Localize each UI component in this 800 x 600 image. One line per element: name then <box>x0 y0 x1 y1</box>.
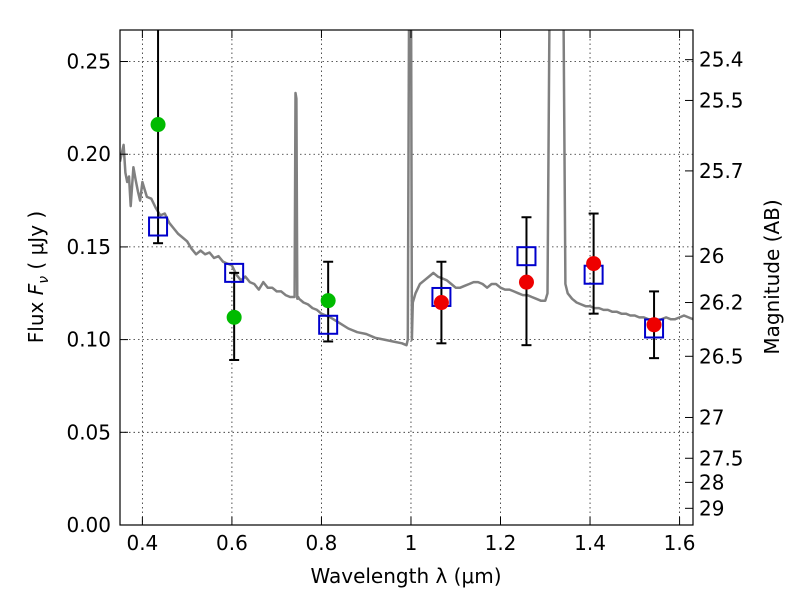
red-point <box>518 274 534 290</box>
y-axis-title-suffix: ( μJy ) <box>24 211 48 276</box>
x-tick-label: 0.8 <box>306 531 338 555</box>
model-squares <box>148 216 665 339</box>
red-point <box>646 317 662 333</box>
x-tick-label: 1.6 <box>664 531 696 555</box>
y-axis-title: Flux Fν ( μJy ) <box>24 211 52 343</box>
model-square <box>516 246 537 267</box>
y-tick-labels: 0.00 0.05 0.10 0.15 0.20 0.25 <box>66 50 111 537</box>
x-tick-label: 1.4 <box>574 531 606 555</box>
magnitude-tick-label: 28 <box>699 470 724 494</box>
magnitude-tick-label: 27.5 <box>699 446 744 470</box>
y-tick-label: 0.00 <box>66 513 111 537</box>
y-tick-label: 0.25 <box>66 50 111 74</box>
y-axis-title-prefix: Flux <box>24 295 48 343</box>
magnitude-tick-label: 25.5 <box>699 88 744 112</box>
y-axis-title-subscript: ν <box>36 276 52 284</box>
y-tick-label: 0.10 <box>66 328 111 352</box>
x-tick-label: 0.6 <box>216 531 248 555</box>
model-square <box>224 262 245 283</box>
data-marks <box>120 30 693 361</box>
magnitude-tick-label: 26.5 <box>699 344 744 368</box>
magnitude-tick-label: 26.2 <box>699 291 744 315</box>
error-bars <box>153 30 660 361</box>
magnitude-tick-label: 25.4 <box>699 48 744 72</box>
magnitude-tick-label: 25.7 <box>699 159 744 183</box>
red-point <box>586 256 602 272</box>
magnitude-tick-label: 26 <box>699 244 724 268</box>
x-tick-label: 1.2 <box>485 531 517 555</box>
y2-axis-title: Magnitude (AB) <box>760 199 784 354</box>
y-tick-label: 0.15 <box>66 235 111 259</box>
observed-points <box>150 117 662 333</box>
plot-frame <box>119 29 694 526</box>
x-tick-label: 0.4 <box>126 531 158 555</box>
y-tick-label: 0.05 <box>66 420 111 444</box>
green-point <box>226 309 242 325</box>
red-point <box>433 295 449 311</box>
magnitude-tick-label: 27 <box>699 405 724 429</box>
model-square <box>318 314 339 335</box>
x-axis-title: Wavelength λ (μm) <box>310 564 501 588</box>
plot-area <box>120 30 693 525</box>
x-tick-labels: 0.4 0.6 0.8 1 1.2 1.4 1.6 <box>126 531 695 555</box>
green-point <box>320 293 336 309</box>
model-square <box>148 216 169 237</box>
x-tick-label: 1 <box>405 531 418 555</box>
axis-ticks <box>120 30 693 526</box>
y-tick-label: 0.20 <box>66 142 111 166</box>
y-axis-title-symbol: F <box>24 283 48 295</box>
green-point <box>150 117 166 133</box>
magnitude-tick-label: 29 <box>699 496 724 520</box>
